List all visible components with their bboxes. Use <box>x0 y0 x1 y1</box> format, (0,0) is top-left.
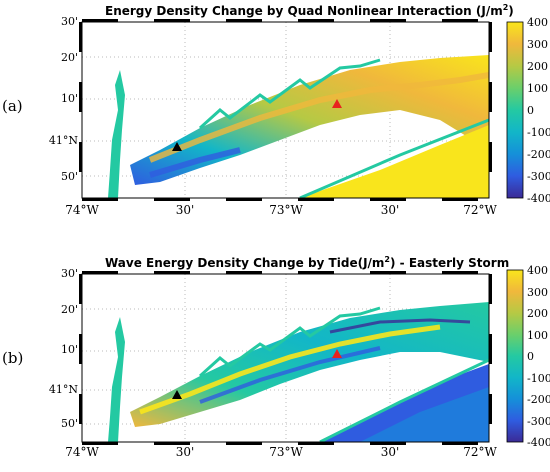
colorbar-tick-label: 300 <box>527 38 548 51</box>
panel-a-south-region <box>300 125 489 198</box>
panel-b-river <box>108 317 125 442</box>
colorbar-tick-label: -100 <box>527 372 550 385</box>
lat-label: 30' <box>61 15 78 28</box>
panel-a-colorbar-ticks: 400 300 200 100 0 -100 -200 -300 -400 <box>527 16 550 205</box>
black-station-marker <box>172 390 182 399</box>
colorbar-tick-label: 0 <box>527 104 534 117</box>
lat-label: 50' <box>61 417 78 430</box>
lat-label: 50' <box>61 170 78 183</box>
panel-b-title: Wave Energy Density Change by Tide(J/m2)… <box>105 255 510 270</box>
colorbar-tick-label: 300 <box>527 286 548 299</box>
lat-label: 10' <box>61 343 78 356</box>
panel-a-title: Energy Density Change by Quad Nonlinear … <box>105 3 514 18</box>
lon-label: 73°W <box>269 445 303 459</box>
panel-b-frame-checks <box>79 271 492 445</box>
colorbar-tick-label: 0 <box>527 350 534 363</box>
lon-label: 30' <box>176 445 195 459</box>
panel-a: Energy Density Change by Quad Nonlinear … <box>0 0 550 220</box>
colorbar-tick-label: -400 <box>527 192 550 205</box>
panel-a-letter: (a) <box>2 97 23 115</box>
colorbar-tick-label: -400 <box>527 436 550 449</box>
panel-a-river <box>108 70 125 198</box>
colorbar-tick-label: -300 <box>527 415 550 428</box>
colorbar-tick-label: 100 <box>527 82 548 95</box>
colorbar-tick-label: -200 <box>527 148 550 161</box>
lat-label: 41°N <box>49 134 78 147</box>
colorbar-tick-label: 200 <box>527 307 548 320</box>
panel-a-map: 30' 20' 10' 41°N 50' 74°W 30' 73°W 30' 7… <box>49 15 550 217</box>
lat-label: 41°N <box>49 383 78 396</box>
colorbar-tick-label: -300 <box>527 170 550 183</box>
lon-label: 72°W <box>463 445 497 459</box>
panel-b: Wave Energy Density Change by Tide(J/m2)… <box>0 252 550 472</box>
colorbar-tick-label: 100 <box>527 329 548 342</box>
panel-b-map: 30' 20' 10' 41°N 50' 74°W 30' 73°W 30' 7… <box>49 264 550 459</box>
panel-b-colorbar-ticks: 400 300 200 100 0 -100 -200 -300 -400 <box>527 264 550 449</box>
black-station-marker <box>172 142 182 151</box>
red-station-marker <box>332 349 342 358</box>
red-station-marker <box>332 99 342 108</box>
lon-label: 74°W <box>65 445 99 459</box>
lat-label: 20' <box>61 303 78 316</box>
lon-label: 73°W <box>269 203 303 217</box>
lon-label: 30' <box>381 445 400 459</box>
panel-a-colorbar <box>506 21 524 199</box>
lat-label: 20' <box>61 51 78 64</box>
colorbar-tick-label: 400 <box>527 264 548 277</box>
lon-label: 30' <box>176 203 195 217</box>
panel-b-letter: (b) <box>2 349 24 367</box>
lon-label: 72°W <box>463 203 497 217</box>
lat-label: 30' <box>61 267 78 280</box>
colorbar-tick-label: 200 <box>527 60 548 73</box>
colorbar-tick-label: -100 <box>527 126 550 139</box>
lon-label: 74°W <box>65 203 99 217</box>
panel-b-colorbar <box>506 269 524 443</box>
panel-a-frame-checks <box>79 19 492 201</box>
lon-label: 30' <box>381 203 400 217</box>
colorbar-tick-label: 400 <box>527 16 548 29</box>
lat-label: 10' <box>61 92 78 105</box>
colorbar-tick-label: -200 <box>527 393 550 406</box>
